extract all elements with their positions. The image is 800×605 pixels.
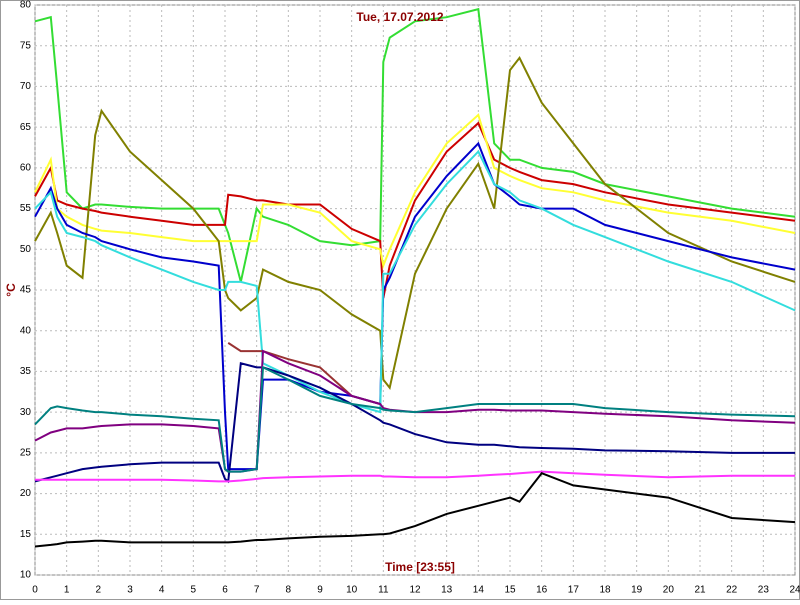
x-tick-label: 10 (346, 585, 358, 596)
x-tick-label: 16 (536, 585, 548, 596)
series-line (34, 149, 796, 414)
series-line (34, 56, 796, 390)
series-line (35, 470, 795, 483)
x-tick-label: 13 (441, 585, 453, 596)
series-line (34, 362, 795, 484)
x-tick-label: 14 (473, 585, 485, 596)
chart-title: Tue, 17.07.2012 (356, 10, 443, 24)
x-tick-label: 22 (726, 585, 738, 596)
y-tick-label: 35 (20, 366, 32, 377)
x-tick-label: 4 (159, 585, 165, 596)
y-tick-label: 45 (20, 285, 32, 296)
series-line (34, 349, 796, 473)
x-tick-label: 21 (694, 585, 706, 596)
x-tick-label: 12 (409, 585, 421, 596)
x-tick-label: 0 (32, 585, 38, 596)
series-line (34, 121, 796, 299)
x-tick-label: 15 (504, 585, 516, 596)
x-tick-label: 7 (254, 585, 260, 596)
x-tick-label: 11 (378, 585, 389, 596)
y-tick-label: 80 (20, 0, 32, 11)
x-tick-label: 5 (191, 585, 197, 596)
x-axis-label: Time [23:55] (385, 560, 455, 574)
x-tick-label: 2 (96, 585, 102, 596)
series-line (34, 365, 796, 473)
x-tick-label: 24 (789, 585, 800, 596)
x-tick-label: 19 (631, 585, 643, 596)
series-line (34, 471, 796, 548)
y-tick-label: 70 (20, 81, 32, 92)
y-tick-label: 40 (20, 325, 32, 336)
y-tick-label: 65 (20, 122, 32, 133)
x-tick-label: 23 (758, 585, 770, 596)
lines (34, 7, 796, 548)
x-tick-label: 1 (64, 585, 70, 596)
y-tick-label: 20 (20, 488, 32, 499)
y-tick-label: 25 (20, 447, 32, 458)
x-tick-label: 17 (568, 585, 580, 596)
y-tick-label: 30 (20, 407, 32, 418)
series-line (34, 113, 796, 270)
y-axis-label: °C (4, 283, 18, 297)
y-tick-label: 60 (20, 162, 32, 173)
y-tick-label: 55 (20, 203, 32, 214)
x-tick-label: 9 (317, 585, 323, 596)
series-line (34, 7, 796, 283)
series-line (227, 342, 381, 405)
x-tick-label: 8 (286, 585, 292, 596)
y-tick-label: 50 (20, 244, 32, 255)
x-tick-label: 6 (222, 585, 228, 596)
y-tick-label: 75 (20, 40, 32, 51)
x-tick-label: 18 (599, 585, 611, 596)
series-line (34, 141, 796, 471)
y-tick-label: 15 (20, 529, 32, 540)
x-tick-label: 20 (663, 585, 675, 596)
x-tick-label: 3 (127, 585, 133, 596)
y-tick-label: 10 (20, 570, 32, 581)
